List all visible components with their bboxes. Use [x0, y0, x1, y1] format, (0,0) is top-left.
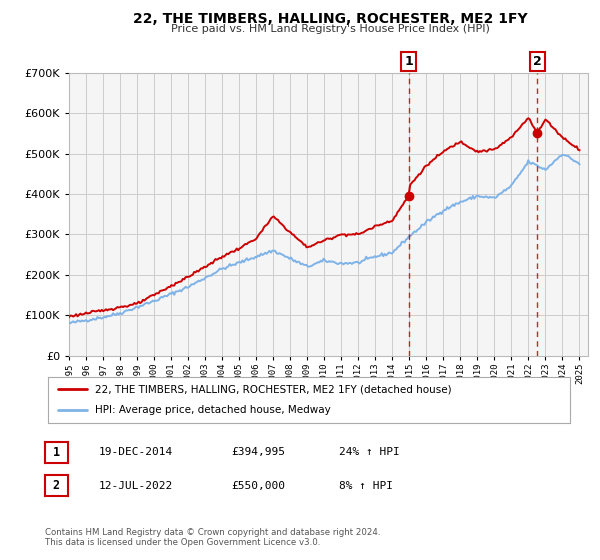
Text: 12-JUL-2022: 12-JUL-2022: [99, 480, 173, 491]
Text: 1: 1: [53, 446, 60, 459]
Text: 19-DEC-2014: 19-DEC-2014: [99, 447, 173, 458]
Text: £394,995: £394,995: [231, 447, 285, 458]
Text: £550,000: £550,000: [231, 480, 285, 491]
Text: This data is licensed under the Open Government Licence v3.0.: This data is licensed under the Open Gov…: [45, 538, 320, 547]
Text: Contains HM Land Registry data © Crown copyright and database right 2024.: Contains HM Land Registry data © Crown c…: [45, 528, 380, 536]
Text: 2: 2: [53, 479, 60, 492]
Text: 8% ↑ HPI: 8% ↑ HPI: [339, 480, 393, 491]
Text: 22, THE TIMBERS, HALLING, ROCHESTER, ME2 1FY (detached house): 22, THE TIMBERS, HALLING, ROCHESTER, ME2…: [95, 384, 452, 394]
Text: 22, THE TIMBERS, HALLING, ROCHESTER, ME2 1FY: 22, THE TIMBERS, HALLING, ROCHESTER, ME2…: [133, 12, 527, 26]
Text: 2: 2: [533, 55, 542, 68]
Text: Price paid vs. HM Land Registry's House Price Index (HPI): Price paid vs. HM Land Registry's House …: [170, 24, 490, 34]
Text: 1: 1: [404, 55, 413, 68]
Text: 24% ↑ HPI: 24% ↑ HPI: [339, 447, 400, 458]
Text: HPI: Average price, detached house, Medway: HPI: Average price, detached house, Medw…: [95, 405, 331, 416]
